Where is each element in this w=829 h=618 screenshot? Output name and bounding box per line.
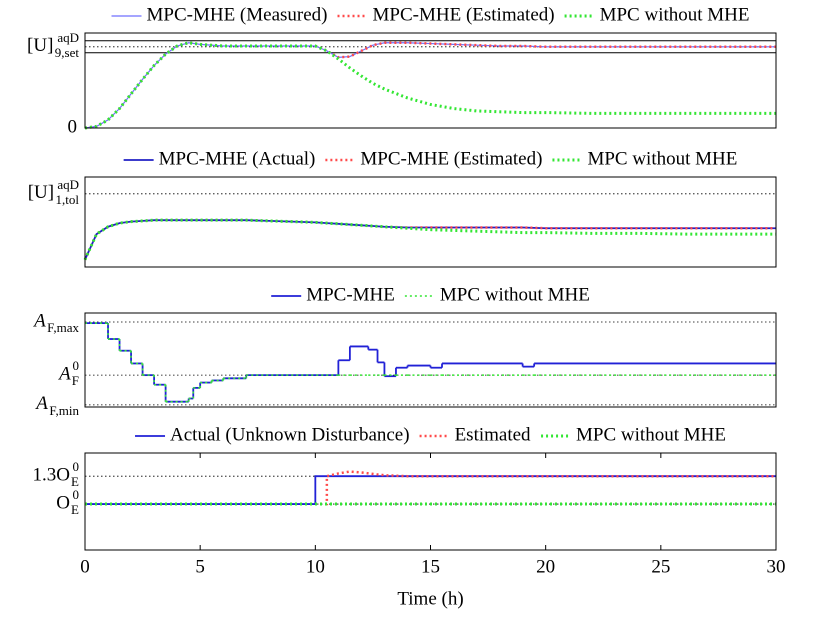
legend-label: MPC without MHE: [600, 4, 750, 25]
legend: MPC-MHE MPC without MHE: [271, 284, 590, 305]
y-tick-label: [U]: [27, 35, 53, 56]
legend-label: MPC-MHE (Actual): [159, 148, 316, 169]
series-line: [83, 218, 776, 261]
y-tick-sup: 0: [73, 358, 80, 373]
y-tick-sub: 1,tol: [56, 192, 80, 207]
legend-label: MPC-MHE (Estimated): [373, 4, 555, 25]
legend-label: Actual (Unknown Disturbance): [170, 424, 410, 445]
x-axis-label: Time (h): [397, 588, 463, 609]
x-tick-label: 5: [195, 556, 205, 577]
series-line: [84, 41, 776, 130]
series-line: [83, 218, 776, 261]
y-tick-label: O: [56, 492, 70, 513]
y-tick-sup: 0: [73, 459, 80, 474]
y-tick-sub: F,min: [49, 403, 79, 418]
y-tick-label: 1.3O: [33, 465, 70, 486]
y-tick-sub: E: [71, 474, 79, 489]
plot-frame: [84, 452, 777, 551]
x-tick-label: 30: [767, 556, 786, 577]
legend-label: MPC-MHE: [306, 284, 395, 305]
legend: Actual (Unknown Disturbance) Estimated MPC…: [135, 424, 726, 445]
legend: MPC-MHE (Measured) MPC-MHE (Estimated) MPC…: [111, 4, 750, 25]
legend: MPC-MHE (Actual) MPC-MHE (Estimated) MPC w…: [123, 148, 737, 169]
series-line: [85, 475, 776, 505]
plot-frame: [84, 312, 777, 408]
y-tick-label: 0: [68, 116, 78, 137]
y-tick-label: A: [32, 310, 46, 331]
x-tick-label: 20: [536, 556, 555, 577]
legend-label: MPC without MHE: [440, 284, 590, 305]
x-tick-label: 15: [421, 556, 440, 577]
y-tick-sub: F: [72, 373, 79, 388]
series-line: [84, 219, 776, 261]
y-tick-sub: 9,set: [55, 45, 80, 60]
legend-label: Estimated: [455, 424, 531, 445]
plot-frame: [84, 32, 777, 129]
y-tick-label: A: [57, 363, 71, 384]
legend-label: MPC without MHE: [587, 148, 737, 169]
y-tick-label: A: [34, 393, 48, 414]
legend-label: MPC without MHE: [576, 424, 726, 445]
series-line: [84, 41, 776, 130]
y-tick-sup: aqD: [57, 30, 79, 45]
legend-label: MPC-MHE (Estimated): [360, 148, 542, 169]
y-tick-label: [U]: [28, 182, 54, 203]
series-line: [84, 42, 776, 129]
x-tick-label: 10: [306, 556, 325, 577]
y-tick-sub: E: [71, 502, 79, 517]
plot-frame: [84, 176, 777, 268]
y-tick-sup: aqD: [57, 177, 79, 192]
y-tick-sup: 0: [73, 487, 80, 502]
y-tick-sub: F,max: [47, 320, 79, 335]
x-tick-label: 25: [651, 556, 670, 577]
x-tick-label: 0: [80, 556, 90, 577]
legend-label: MPC-MHE (Measured): [146, 4, 327, 25]
